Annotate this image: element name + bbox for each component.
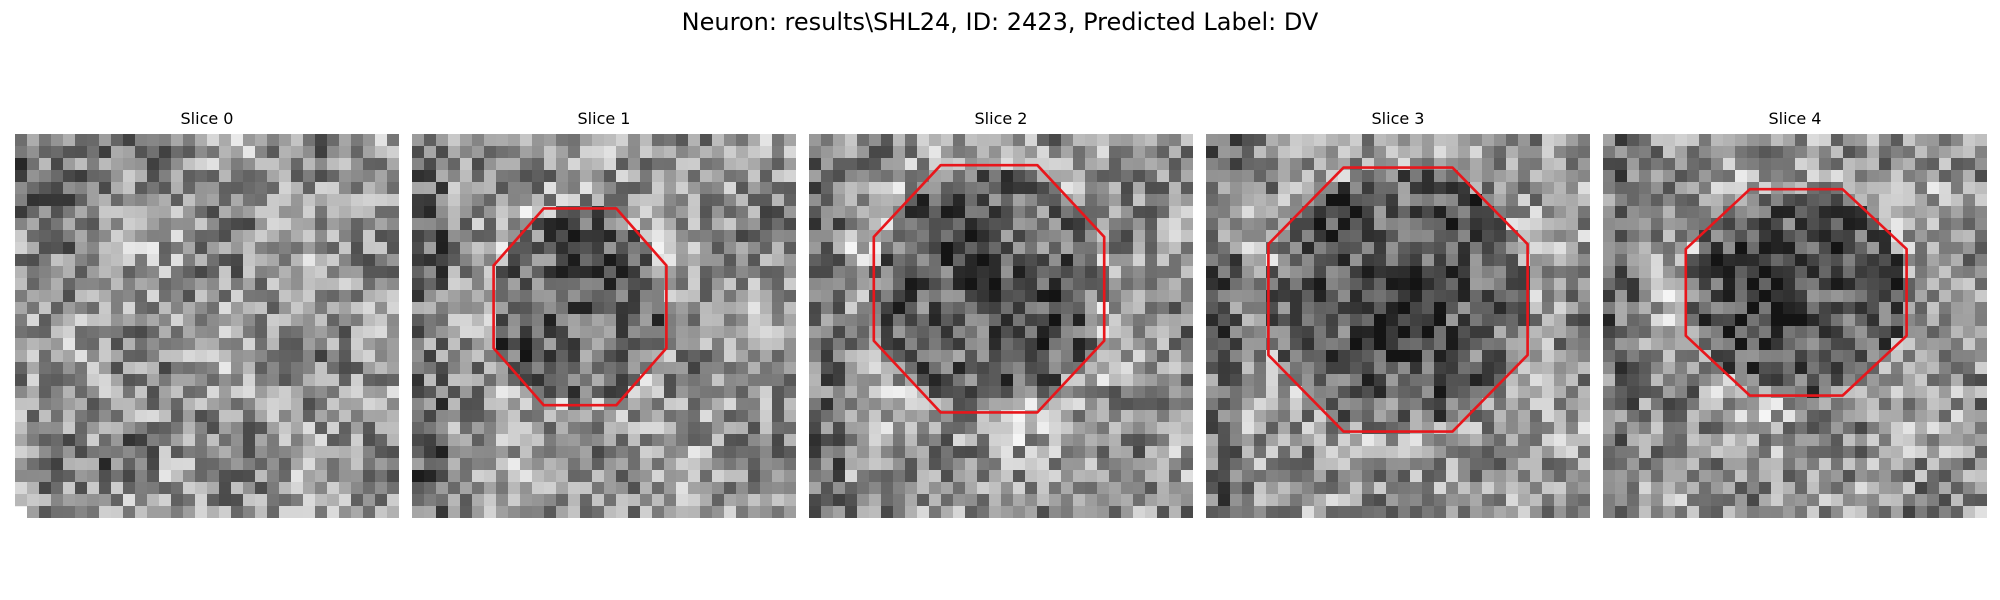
- slice-panel-1: Slice 1: [412, 108, 796, 518]
- pixel-grid: [412, 134, 796, 518]
- slice-title: Slice 3: [1371, 109, 1425, 128]
- pixel-grid: [1603, 134, 1987, 518]
- roi-contour: [872, 163, 1106, 414]
- roi-contour: [1684, 187, 1908, 397]
- slice-panel-3: Slice 3: [1206, 108, 1590, 518]
- slice-image-2: [809, 134, 1193, 518]
- slice-image-3: [1206, 134, 1590, 518]
- roi-contour: [1267, 166, 1529, 433]
- slice-title: Slice 4: [1768, 109, 1822, 128]
- pixel-grid: [15, 134, 399, 518]
- roi-contour: [492, 207, 668, 407]
- slice-panel-0: Slice 0: [15, 108, 399, 518]
- slice-title: Slice 1: [577, 109, 631, 128]
- slice-image-1: [412, 134, 796, 518]
- pixel-grid: [809, 134, 1193, 518]
- slice-panel-4: Slice 4: [1603, 108, 1987, 518]
- figure-title: Neuron: results\SHL24, ID: 2423, Predict…: [681, 8, 1319, 36]
- slice-panel-2: Slice 2: [809, 108, 1193, 518]
- slice-image-4: [1603, 134, 1987, 518]
- slice-title: Slice 2: [974, 109, 1028, 128]
- slice-image-0: [15, 134, 399, 518]
- pixel-grid: [1206, 134, 1590, 518]
- slice-title: Slice 0: [180, 109, 234, 128]
